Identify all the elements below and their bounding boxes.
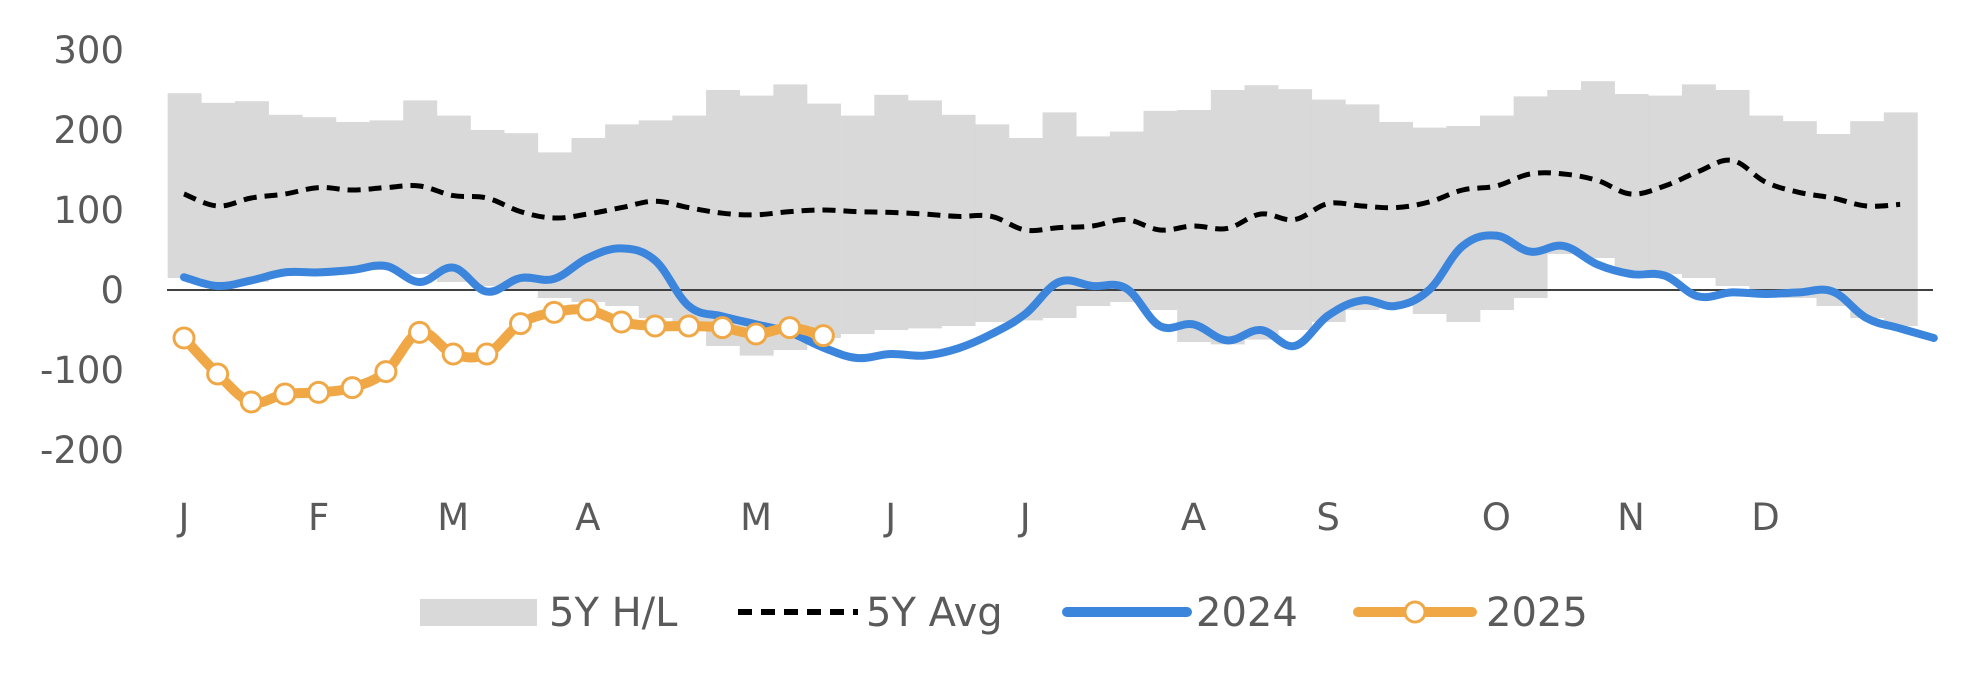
series-point-2025 — [206, 362, 230, 386]
x-tick-label: N — [1617, 496, 1645, 539]
series-point-2025 — [408, 320, 432, 344]
band-bar — [571, 138, 606, 302]
series-point-2025 — [273, 382, 297, 406]
y-tick-label: 100 — [53, 189, 124, 232]
series-point-2025 — [576, 298, 600, 322]
band-bar — [234, 101, 269, 282]
band-bar — [1850, 121, 1885, 318]
x-tick-label: M — [740, 496, 772, 539]
series-point-2025 — [744, 322, 768, 346]
y-tick-label: 300 — [53, 29, 124, 72]
legend-label-2025: 2025 — [1486, 590, 1588, 636]
series-line-2024 — [180, 231, 1938, 363]
band-bar — [1715, 90, 1750, 286]
band-bar — [739, 95, 774, 356]
series-point-2025 — [778, 316, 802, 340]
series-point-2025 — [340, 376, 364, 400]
band-bar — [1446, 126, 1481, 322]
series-layer — [172, 157, 1938, 414]
band-bar — [975, 124, 1010, 323]
band-bar — [167, 93, 202, 278]
band-bar — [1109, 131, 1144, 302]
x-tick-label: O — [1482, 496, 1511, 539]
legend-swatch-5y-hl — [420, 599, 537, 626]
y-tick-label: -100 — [40, 349, 124, 392]
x-tick-label: J — [177, 496, 190, 539]
band-bar — [1580, 81, 1615, 258]
band-bar — [1782, 121, 1817, 298]
band-bar — [1210, 90, 1245, 345]
band-bar — [1883, 112, 1918, 327]
series-point-2025 — [172, 326, 196, 350]
band-bar — [1379, 122, 1414, 306]
y-tick-label: -200 — [40, 429, 124, 472]
series-point-2025 — [643, 314, 667, 338]
x-tick-label: A — [1181, 496, 1206, 539]
legend: 5Y H/L 5Y Avg 2024 2025 — [420, 590, 1588, 636]
legend-label-2024: 2024 — [1196, 590, 1298, 636]
legend-label-5y-avg: 5Y Avg — [866, 590, 1003, 636]
band-layer — [167, 81, 1918, 356]
series-point-2025 — [441, 342, 465, 366]
x-tick-label: D — [1751, 496, 1780, 539]
band-bar — [436, 115, 471, 282]
series-point-2025 — [475, 342, 499, 366]
band-bar — [1143, 110, 1178, 310]
x-tick-label: F — [308, 496, 329, 539]
x-tick-label: J — [883, 496, 896, 539]
band-bar — [706, 90, 741, 346]
series-line-5y-avg — [183, 157, 1901, 234]
band-bar — [1681, 84, 1716, 279]
series-point-2025 — [677, 314, 701, 338]
band-bar — [1513, 96, 1548, 299]
y-axis: 300 200 100 0 -100 -200 — [40, 29, 124, 472]
x-tick-label: M — [437, 496, 469, 539]
series-point-2025 — [811, 324, 835, 348]
y-tick-label: 0 — [100, 269, 124, 312]
band-bar — [941, 114, 976, 326]
series-point-2025 — [609, 310, 633, 334]
x-tick-label: A — [575, 496, 600, 539]
band-bar — [1816, 134, 1851, 306]
band-bar — [1480, 115, 1514, 310]
x-tick-label: S — [1316, 496, 1340, 539]
band-bar — [1076, 136, 1111, 306]
series-point-2025 — [307, 380, 331, 404]
band-bar — [470, 130, 505, 286]
band-bar — [1278, 89, 1313, 330]
y-tick-label: 200 — [53, 109, 124, 152]
series-point-2025 — [509, 312, 532, 336]
band-bar — [840, 115, 875, 334]
band-bar — [369, 120, 404, 271]
band-bar — [1412, 127, 1447, 314]
x-tick-label: J — [1018, 496, 1031, 539]
legend-label-5y-hl: 5Y H/L — [549, 590, 678, 636]
band-bar — [302, 117, 337, 273]
series-point-2025 — [374, 360, 398, 384]
band-bar — [201, 102, 236, 286]
band-bar — [1749, 115, 1784, 294]
series-point-2025 — [542, 300, 566, 324]
band-bar — [335, 122, 370, 270]
band-bar — [638, 120, 673, 319]
band-bar — [1614, 94, 1649, 270]
series-point-2025 — [710, 316, 734, 340]
band-bar — [605, 124, 640, 307]
series-point-2025 — [239, 390, 263, 414]
band-bar — [807, 103, 841, 338]
band-bar — [773, 84, 808, 351]
legend-swatch-2025-marker — [1403, 600, 1427, 624]
